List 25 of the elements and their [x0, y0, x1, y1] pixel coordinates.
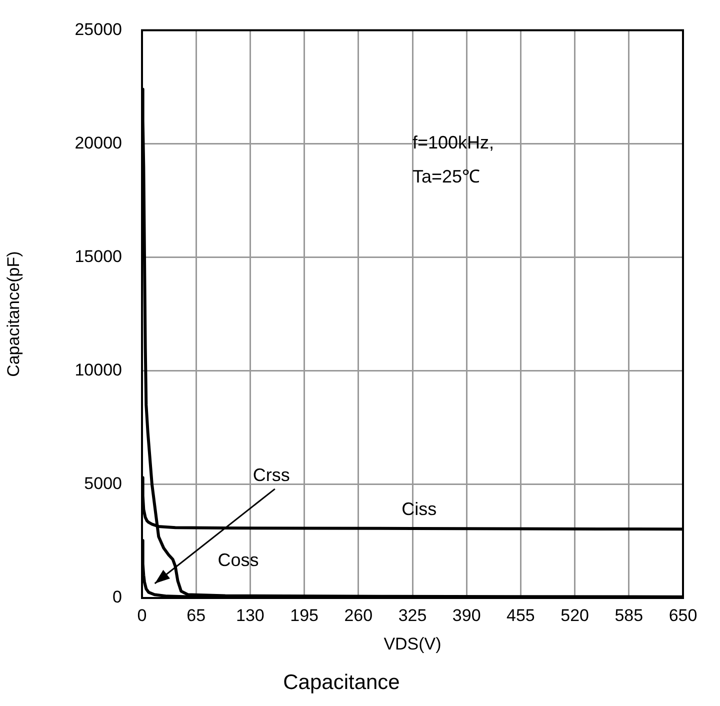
y-axis-title: Capacitance(pF) — [4, 251, 23, 377]
x-tick-label: 390 — [452, 606, 481, 625]
annotation: Ta=25℃ — [412, 166, 480, 187]
x-tick-label: 455 — [506, 606, 535, 625]
y-tick-label: 15000 — [74, 247, 122, 266]
y-tick-label: 25000 — [74, 20, 122, 39]
x-tick-label: 585 — [614, 606, 644, 625]
y-tick-label: 10000 — [74, 360, 122, 380]
x-tick-label: 130 — [236, 606, 264, 625]
y-tick-label: 20000 — [74, 133, 122, 152]
text: Crss — [252, 464, 290, 485]
x-tick-label: 260 — [344, 606, 373, 625]
text: Capacitance — [283, 671, 400, 694]
annotation: f=100kHz, — [412, 132, 494, 153]
x-tick-label: 325 — [398, 606, 427, 625]
y-tick-label: 5000 — [84, 474, 122, 494]
x-tick-label: 650 — [668, 606, 698, 625]
x-axis-title: VDS(V) — [384, 634, 442, 654]
x-tick-label: 0 — [137, 606, 147, 625]
series-label: Ciss — [402, 498, 437, 519]
x-tick-label: 65 — [186, 606, 206, 625]
x-tick-label: 520 — [560, 606, 589, 625]
x-tick-label: 195 — [290, 606, 318, 625]
y-tick-label: 0 — [112, 588, 122, 607]
series-label: Coss — [218, 550, 259, 570]
